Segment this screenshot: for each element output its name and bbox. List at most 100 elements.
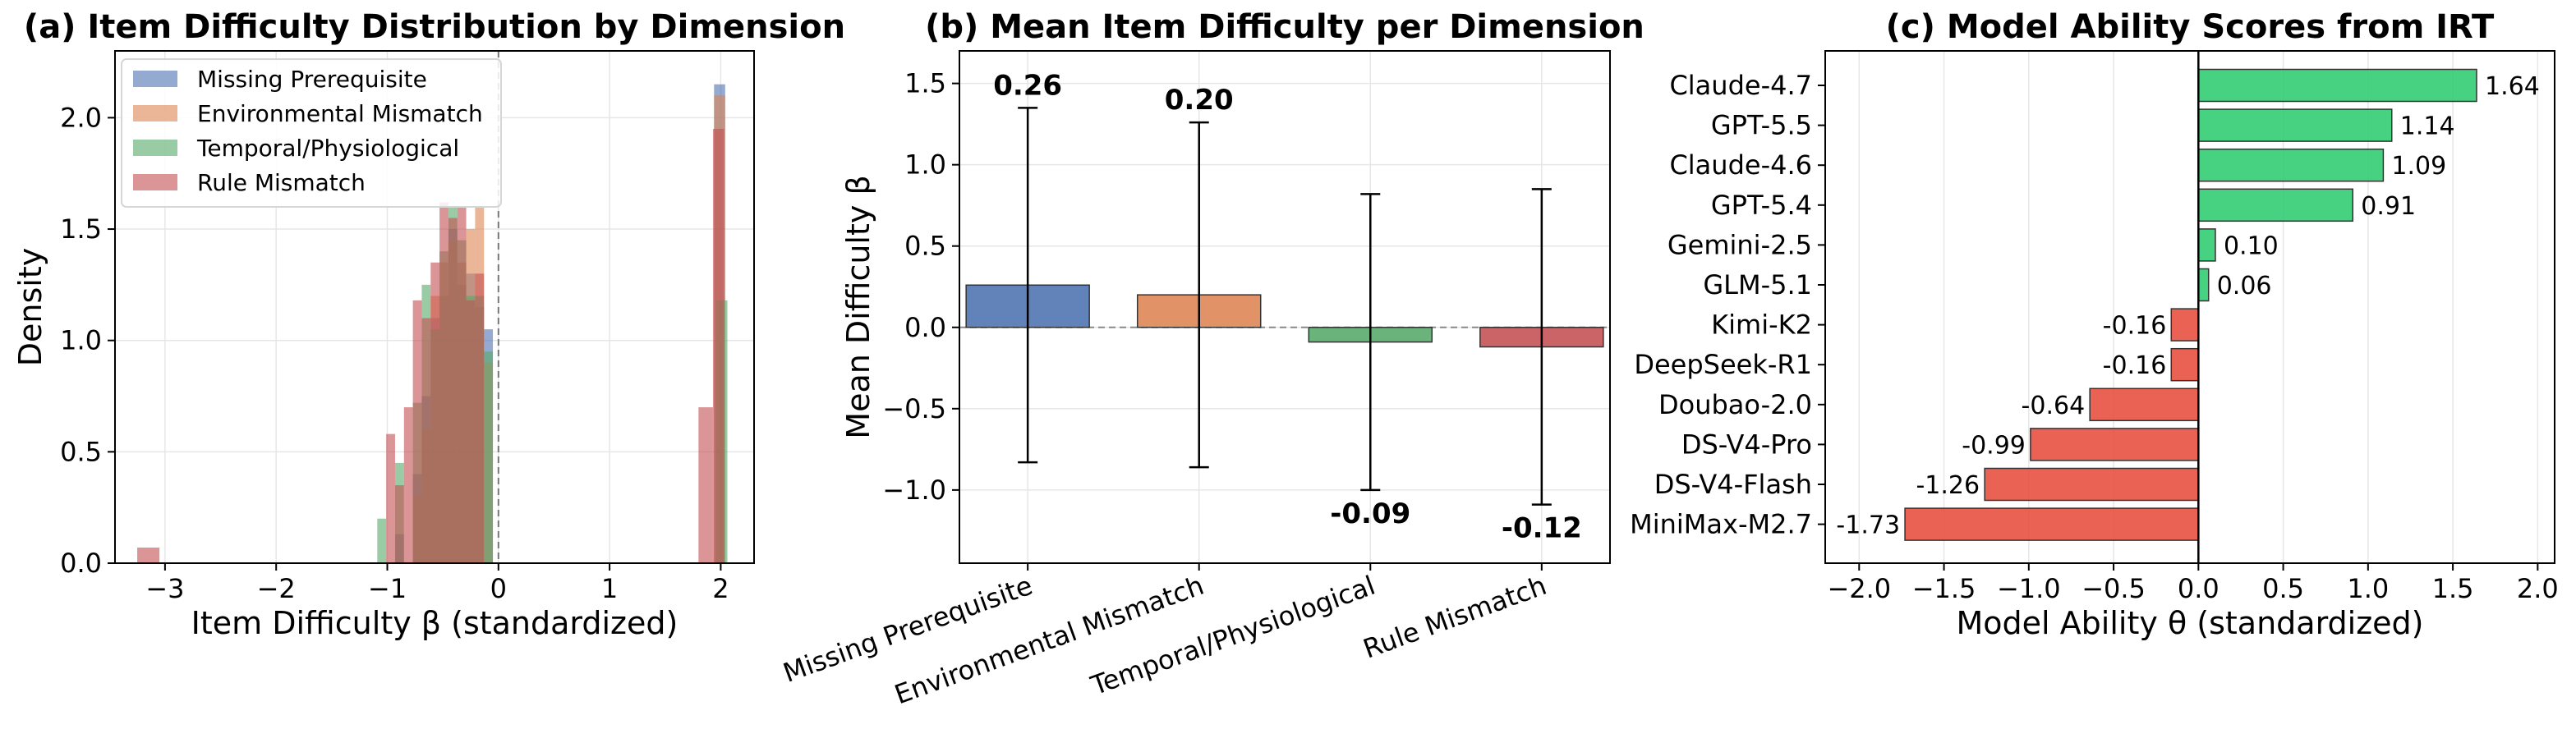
panel-c-title: (c) Model Ability Scores from IRT: [1886, 8, 2495, 46]
panel-a-histogram-bars: [137, 84, 728, 564]
panel-a-ytick-label: 0.5: [60, 436, 102, 467]
bar-value-label: -0.12: [1502, 512, 1582, 545]
model-bar-3: [2197, 188, 2354, 222]
bar-value-label: 0.20: [1165, 84, 1234, 117]
panel-c-model-label: GPT-5.5: [1711, 110, 1812, 141]
bar-value-label: -0.09: [1330, 497, 1410, 530]
panel-c-model-label: GPT-5.4: [1711, 190, 1812, 221]
panel-a-ytick-label: 1.0: [60, 325, 102, 356]
legend-entry: Rule Mismatch: [197, 169, 366, 196]
model-score-label: -0.64: [2022, 392, 2086, 420]
model-bar-1: [2197, 108, 2393, 142]
panel-b-ytick-label: 1.0: [904, 149, 946, 181]
model-score-label: 0.06: [2217, 272, 2272, 300]
panel-b-frame: [959, 50, 1611, 564]
hist-bar-series-2: [377, 518, 387, 563]
panel-a-ytick-label: 0.0: [60, 548, 102, 579]
panel-c-xtick-label: −1.5: [1912, 573, 1976, 604]
hist-bar-series-3: [466, 300, 476, 563]
legend-swatch: [133, 174, 177, 190]
panel-a-legend: Missing Prerequisite Environmental Mismat…: [121, 58, 502, 208]
hist-bar-series-3: [698, 407, 713, 563]
panel-a-xtick-label: −1: [368, 573, 407, 604]
panel-c-horizontal-bar-chart: 1.64 1.14 1.09 0.91 0.10 0.06 -0.16 -0.16 -0.64 -…: [1630, 8, 2559, 641]
panel-b-bars: [965, 284, 1604, 348]
panel-c-bars: [1904, 68, 2477, 541]
model-score-label: 1.09: [2391, 152, 2446, 181]
panel-c-frame: [1824, 50, 2555, 564]
panel-c-model-label: GLM-5.1: [1703, 269, 1812, 300]
model-bar-6: [2170, 308, 2200, 342]
panel-a-xtick-label: −3: [145, 573, 184, 604]
model-bar-4: [2197, 228, 2216, 262]
legend-entry: Environmental Mismatch: [197, 100, 483, 127]
model-bar-11: [1904, 507, 2200, 541]
model-bar-10: [1984, 467, 2200, 502]
panel-c-xtick-label: −0.5: [2082, 573, 2146, 604]
panel-c-model-label: DS-V4-Pro: [1681, 429, 1812, 460]
panel-a-xtick-label: 1: [601, 573, 618, 604]
hist-bar-series-3: [439, 202, 448, 564]
hist-bar-series-3: [448, 218, 458, 563]
panel-c-xtick-label: 1.0: [2347, 573, 2389, 604]
panel-b-error-bars: [1018, 107, 1552, 506]
hist-bar-series-3: [394, 485, 404, 563]
panel-c-model-label: Gemini-2.5: [1668, 229, 1812, 260]
model-score-label: 1.14: [2400, 112, 2455, 141]
hist-bar-series-3: [403, 407, 413, 563]
hist-bar-series-3: [137, 548, 160, 563]
model-bar-0: [2197, 68, 2477, 103]
hist-bar-series-3: [412, 300, 422, 563]
panel-b-ylabel: Mean Difficulty β: [840, 175, 876, 438]
panel-b-ytick-label: −0.5: [882, 393, 946, 424]
model-score-label: 1.64: [2485, 72, 2540, 101]
legend-swatch: [133, 140, 177, 156]
hist-bar-series-3: [712, 128, 724, 563]
legend-entry: Missing Prerequisite: [197, 66, 427, 93]
model-bar-5: [2197, 268, 2210, 302]
model-score-label: 0.10: [2224, 232, 2279, 260]
panel-a-ytick-label: 1.5: [60, 213, 102, 245]
panel-a-xtick-label: 0: [490, 573, 507, 604]
hist-bar-series-3: [475, 273, 485, 563]
panel-b-bar-chart: 0.26 0.20-0.09 -0.12 Missing PrerequisiteE…: [779, 8, 1644, 710]
panel-a-xlabel: Item Difficulty β (standardized): [191, 605, 678, 641]
legend-box: [121, 58, 502, 208]
panel-a-ytick-label: 2.0: [60, 102, 102, 133]
panel-a-ticks: −3 −2 −1 0 1 2 0.0 0.5 1.0 1.5 2.0: [60, 102, 729, 604]
panel-c-model-label: Kimi-K2: [1711, 309, 1812, 341]
model-bar-2: [2197, 148, 2385, 182]
panel-c-xtick-label: 2.0: [2517, 573, 2559, 604]
bar-value-label: 0.26: [993, 69, 1062, 102]
panel-c-model-label: MiniMax-M2.7: [1630, 509, 1812, 540]
panel-b-ytick-label: 1.5: [904, 68, 946, 99]
panel-a-ylabel: Density: [12, 248, 48, 366]
panel-c-model-label: DS-V4-Flash: [1654, 469, 1812, 500]
hist-bar-series-3: [430, 262, 440, 563]
panel-b-value-labels: 0.26 0.20 -0.09 -0.12: [993, 69, 1582, 544]
legend-entry: Temporal/Physiological: [196, 135, 459, 162]
panel-c-model-label: DeepSeek-R1: [1634, 349, 1812, 380]
panel-b-title: (b) Mean Item Difficulty per Dimension: [925, 8, 1644, 46]
hist-bar-series-3: [421, 318, 431, 563]
legend-swatch: [133, 71, 177, 87]
panel-b-category-label: Environmental Mismatch: [890, 570, 1208, 711]
model-score-label: -0.16: [2103, 351, 2167, 380]
model-bar-8: [2089, 387, 2200, 422]
panel-a-xtick-label: 2: [712, 573, 729, 604]
panel-b-category-label: Temporal/Physiological: [1086, 570, 1379, 702]
model-score-label: 0.91: [2361, 192, 2416, 221]
model-score-label: -1.73: [1836, 511, 1900, 540]
panel-c-xtick-label: −2.0: [1827, 573, 1891, 604]
hist-bar-series-2: [484, 351, 494, 563]
panel-c-model-label: Claude-4.6: [1669, 149, 1812, 181]
model-bar-7: [2170, 347, 2200, 382]
model-bar-9: [2030, 428, 2200, 461]
panel-b-ytick-label: 0.0: [904, 312, 946, 343]
panel-c-xtick-label: 0.0: [2178, 573, 2220, 604]
panel-b-ytick-label: 0.5: [904, 231, 946, 262]
model-score-label: -0.16: [2103, 312, 2167, 341]
panel-b-category-label: Rule Mismatch: [1359, 570, 1551, 665]
panel-c-xtick-label: −1.0: [1997, 573, 2061, 604]
panel-c-value-labels: 1.64 1.14 1.09 0.91 0.10 0.06 -0.16 -0.16 -0.64 -…: [1836, 72, 2539, 540]
